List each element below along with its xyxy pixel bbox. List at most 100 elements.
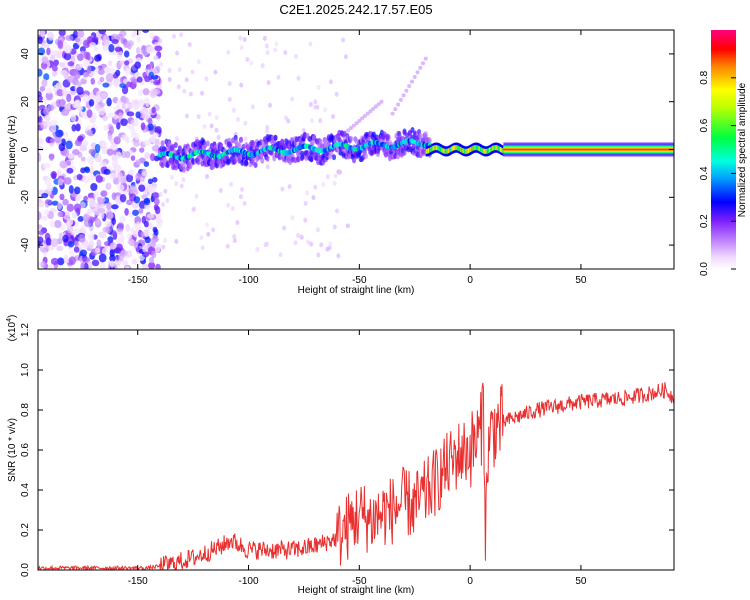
spectrogram-noise-cell (147, 123, 154, 131)
spectrogram-trans-core (433, 145, 436, 151)
spectrogram-noise-cell (296, 75, 301, 81)
spectrogram-noise-cell (111, 39, 119, 45)
spectrogram-noise-cell (144, 236, 151, 244)
spectrogram-trans-core (500, 147, 503, 153)
colorbar-tick-label: 0.8 (699, 70, 710, 84)
spectrogram-noise-cell (38, 236, 44, 245)
spectrogram-noise-cell (174, 136, 179, 142)
spectrogram-noise-cell (152, 226, 158, 233)
spectrogram-noise-cell (115, 151, 122, 159)
spectrogram-noise-cell (53, 59, 59, 67)
spectrogram-noise-cell (135, 172, 141, 181)
spectrogram-noise-cell (265, 124, 270, 130)
spectrogram-noise-cell (68, 256, 76, 266)
spectrogram-noise-cell (65, 103, 71, 110)
spectrogram-noise-cell (206, 231, 211, 237)
spectrogram-band-halo (265, 155, 270, 162)
spectrogram-trans-core (497, 145, 500, 151)
spectrogram-noise-cell (218, 187, 223, 193)
spectrogram-noise-cell (109, 242, 117, 250)
spectrogram-noise-cell (99, 161, 107, 167)
spectrogram-noise-cell (309, 241, 314, 247)
spectrogram-streak (421, 61, 426, 66)
spectrogram-noise-cell (100, 140, 107, 148)
spectrogram-trans-core (481, 147, 484, 153)
spectrogram-trans-core (446, 148, 449, 154)
spectrogram-noise-cell (96, 239, 102, 249)
spectrogram-trans-core (493, 145, 496, 151)
spectrogram-noise-cell (121, 259, 128, 266)
spectrogram-noise-cell (332, 224, 337, 230)
spectrogram-noise-cell (126, 173, 134, 183)
spectrogram-noise-cell (310, 118, 315, 124)
spectrogram-noise-cell (77, 135, 84, 142)
snr-ylabel: SNR (10 * v/v) (7, 418, 18, 482)
spectrogram-noise-cell (141, 30, 150, 33)
spectrogram-noise-cell (76, 53, 84, 62)
spectrogram-noise-cell (318, 118, 323, 124)
spectrogram-noise-cell (67, 225, 74, 234)
spectrogram-noise-cell (77, 216, 84, 222)
spectrogram-noise-cell (332, 180, 337, 186)
spectrogram-noise-cell (238, 35, 243, 41)
spectrogram-noise-cell (142, 140, 151, 146)
spectrogram-noise-cell (50, 119, 58, 127)
spectrogram-noise-cell (111, 217, 116, 226)
spectrogram-noise-cell (176, 84, 181, 90)
spectrogram-noise-cell (108, 125, 114, 135)
spectrogram-trans-core (460, 146, 463, 152)
spectrogram-noise-cell (92, 36, 99, 43)
spectrogram-noise-cell (146, 45, 154, 55)
spectrogram-noise-cell (98, 253, 107, 263)
spectrogram-noise-cell (276, 74, 281, 80)
spectrogram-noise-cell (79, 249, 88, 257)
spectrogram-noise-cell (38, 47, 46, 56)
spectrogram-noise-cell (63, 148, 69, 158)
spectrogram-noise-cell (116, 122, 121, 130)
spectrogram-noise-cell (283, 50, 288, 56)
spectrogram-noise-cell (41, 78, 48, 88)
spectrogram-band-halo (244, 159, 249, 166)
spectrogram-noise-cell (316, 252, 321, 258)
spectrogram-streak (396, 102, 401, 107)
spectrogram-noise-cell (127, 42, 132, 50)
spectrogram-noise-cell (194, 193, 199, 199)
spectrogram-noise-cell (238, 194, 243, 200)
spectrogram-trans-core (454, 145, 457, 151)
spectrogram-noise-cell (38, 115, 43, 124)
spectrogram-noise-cell (56, 89, 64, 97)
spectrogram-noise-cell (92, 95, 98, 101)
spectrogram-trans-core (473, 145, 476, 151)
spectrogram-ytick-label: 0 (20, 146, 31, 152)
spectrogram-noise-cell (268, 102, 273, 108)
spectrogram-noise-cell (106, 201, 112, 211)
spectrogram-noise-cell (343, 54, 348, 60)
spectrogram-noise-cell (135, 221, 141, 230)
spectrogram-band-halo (177, 145, 182, 152)
spectrogram-noise-cell (42, 96, 48, 105)
spectrogram-band-halo (160, 140, 165, 147)
spectrogram-noise-cell (160, 202, 165, 208)
spectrogram-streak (393, 107, 398, 112)
snr-ytick-label: 0.0 (20, 563, 31, 577)
spectrogram-trans-core (463, 148, 466, 154)
spectrogram-streak (354, 121, 359, 126)
colorbar-tick-label: 0.6 (699, 118, 710, 132)
spectrogram-noise-cell (293, 240, 298, 246)
spectrogram-noise-cell (152, 177, 158, 183)
spectrogram-noise-cell (158, 38, 163, 44)
snr-xtick-label: 0 (467, 576, 473, 587)
spectrogram-noise-cell (113, 78, 120, 87)
spectrogram-noise-cell (73, 71, 81, 80)
spectrogram-noise-cell (167, 77, 172, 83)
spectrogram-noise-cell (62, 198, 69, 206)
spectrogram-noise-cell (132, 229, 139, 238)
spectrogram-trans-core (447, 148, 450, 154)
spectrogram-noise-cell (108, 112, 114, 119)
spectrogram-noise-cell (225, 243, 230, 249)
spectrogram-noise-cell (45, 237, 52, 246)
snr-xtick-label: -150 (128, 576, 148, 587)
spectrogram-noise-cell (150, 239, 156, 248)
spectrogram-noise-cell (41, 56, 49, 65)
spectrogram-noise-cell (59, 98, 66, 108)
